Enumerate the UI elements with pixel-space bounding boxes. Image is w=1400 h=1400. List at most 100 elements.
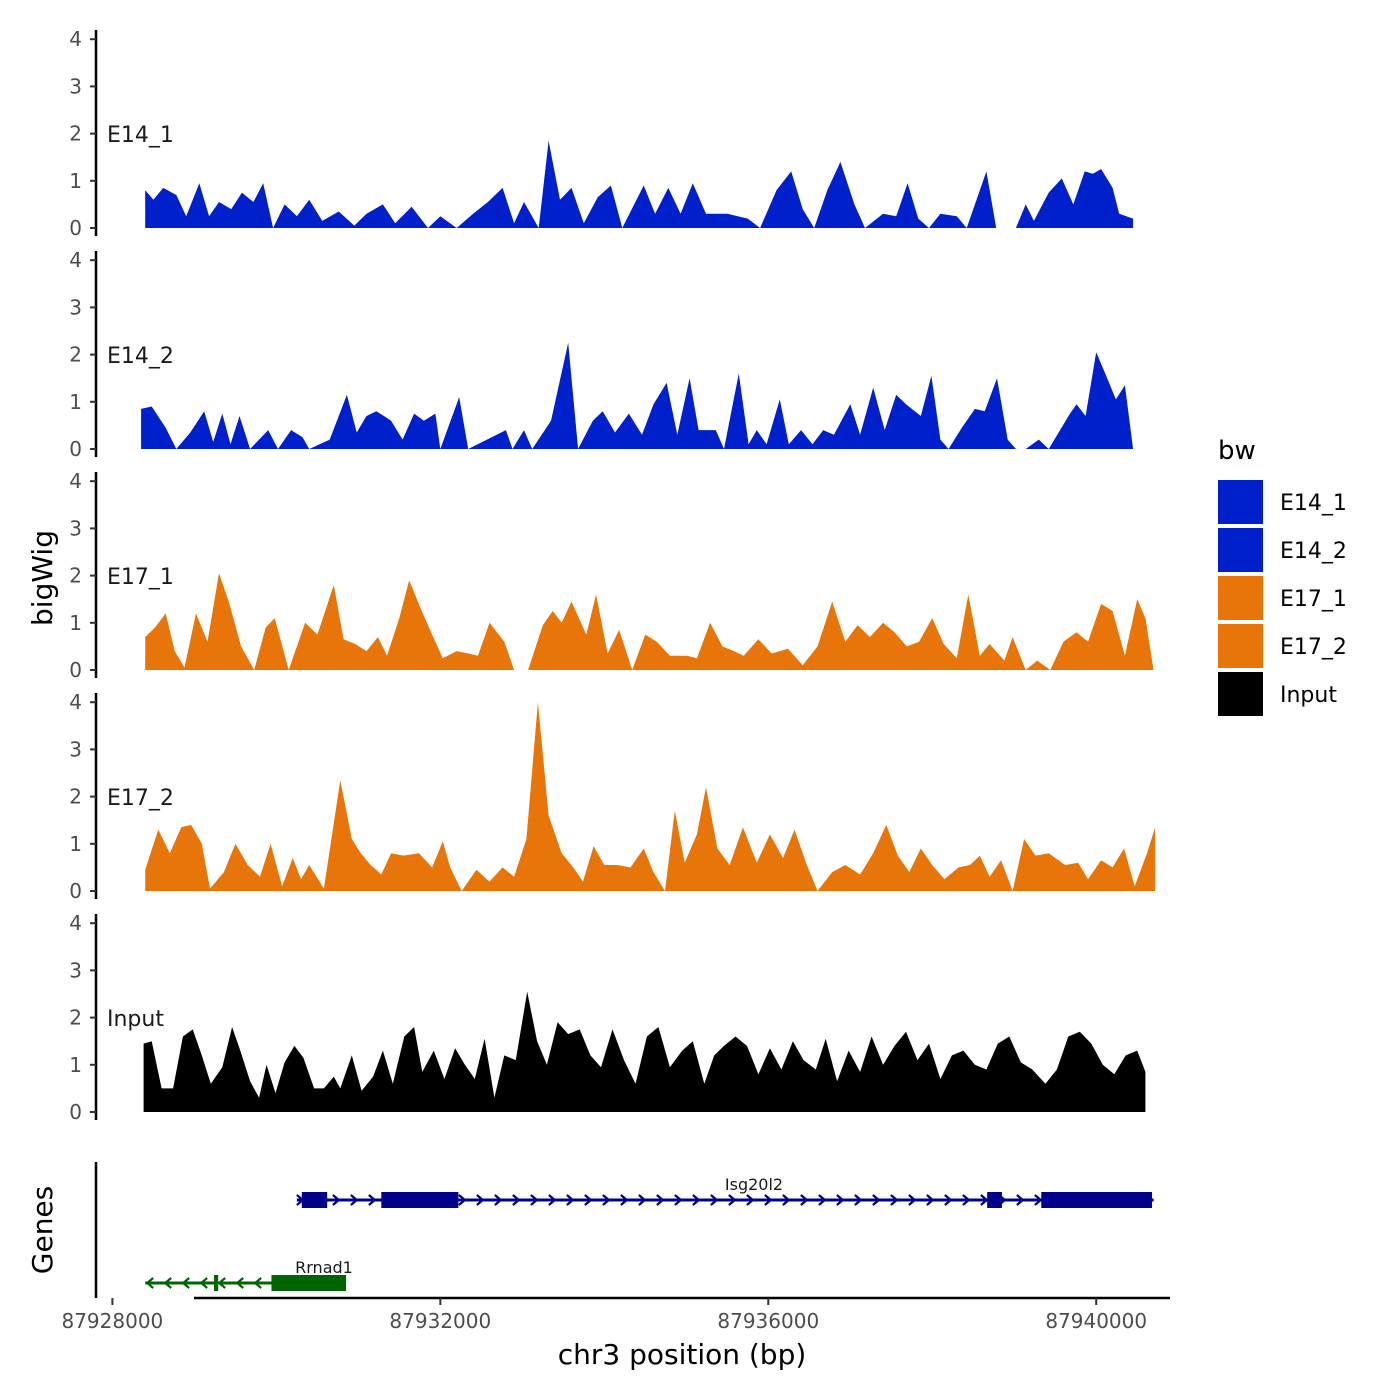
strand-arrow: [1034, 1194, 1043, 1206]
y-tick-label: 3: [69, 295, 82, 319]
track-E14_1: 0 1 2 3 4 E14_1: [69, 27, 1134, 240]
y-tick-label: 2: [69, 564, 82, 588]
strand-arrow: [818, 1194, 827, 1206]
y-tick-label: 1: [69, 1053, 82, 1077]
strand-arrow: [890, 1194, 899, 1206]
strand-arrow: [728, 1194, 737, 1206]
coverage-tracks: 0 1 2 3 4 E14_1 0 1 2 3 4 E14_2 0 1 2 3 4 E17_1 0 1 2 3 4 E17_2…: [69, 27, 1156, 1124]
strand-arrow: [764, 1194, 773, 1206]
strand-arrow: [368, 1194, 377, 1206]
strand-arrow: [674, 1194, 683, 1206]
track-Input: 0 1 2 3 4 Input: [69, 911, 1146, 1124]
strand-arrow: [926, 1194, 935, 1206]
facet-label: Input: [107, 1007, 164, 1032]
strand-arrow: [476, 1194, 485, 1206]
y-tick-label: 3: [69, 958, 82, 982]
strand-arrow: [908, 1194, 917, 1206]
y-tick-label: 2: [69, 785, 82, 809]
facet-label: E17_1: [107, 565, 174, 590]
y-tick-label: 1: [69, 169, 82, 193]
x-tick-label: 87932000: [389, 1309, 491, 1333]
legend-key-E17_2: [1218, 624, 1263, 668]
gene-label: Rrnad1: [295, 1258, 353, 1277]
coverage-area-E14_2: [141, 342, 1134, 449]
x-tick-label: 87940000: [1045, 1309, 1147, 1333]
gene-label: Isg20l2: [725, 1175, 783, 1194]
gene-Rrnad1: Rrnad1: [145, 1258, 353, 1291]
gene-panel: Isg20l2 Rrnad1: [94, 1162, 1154, 1298]
legend-label: E14_1: [1280, 491, 1347, 516]
gene-Isg20l2: Isg20l2: [296, 1175, 1154, 1208]
strand-arrow: [710, 1194, 719, 1206]
strand-arrow: [332, 1194, 341, 1206]
gene-exon: [301, 1192, 328, 1208]
y-tick-label: 0: [69, 216, 82, 240]
x-axis: 87928000 87932000 87936000 87940000: [61, 1296, 1170, 1333]
track-E17_2: 0 1 2 3 4 E17_2: [69, 690, 1156, 903]
y-tick-label: 2: [69, 1006, 82, 1030]
y-tick-label: 0: [69, 1100, 82, 1124]
strand-arrow: [1016, 1194, 1025, 1206]
strand-arrow: [548, 1194, 557, 1206]
strand-arrow: [458, 1194, 467, 1206]
strand-arrow: [584, 1194, 593, 1206]
strand-arrow: [566, 1194, 575, 1206]
strand-arrow: [217, 1277, 226, 1289]
legend-key-E14_1: [1218, 480, 1263, 524]
strand-arrow: [638, 1194, 647, 1206]
gene-exon: [381, 1192, 459, 1208]
y-tick-label: 4: [69, 911, 82, 935]
strand-arrow: [656, 1194, 665, 1206]
strand-arrow: [854, 1194, 863, 1206]
legend-key-E17_1: [1218, 576, 1263, 620]
y-tick-label: 3: [69, 737, 82, 761]
facet-label: E17_2: [107, 786, 174, 811]
gene-exon: [1041, 1192, 1152, 1208]
strand-arrow: [872, 1194, 881, 1206]
strand-arrow: [512, 1194, 521, 1206]
legend-label: Input: [1280, 683, 1337, 708]
x-axis-title: chr3 position (bp): [558, 1338, 807, 1371]
strand-arrow: [782, 1194, 791, 1206]
legend-label: E17_1: [1280, 587, 1347, 612]
track-E17_1: 0 1 2 3 4 E17_1: [69, 469, 1154, 682]
gene-exon: [987, 1192, 1002, 1208]
legend-key-E14_2: [1218, 528, 1263, 572]
strand-arrow: [944, 1194, 953, 1206]
strand-arrow: [746, 1194, 755, 1206]
strand-arrow: [350, 1194, 359, 1206]
y-tick-label: 1: [69, 832, 82, 856]
coverage-area-Input: [143, 991, 1146, 1112]
legend-title: bw: [1218, 436, 1256, 466]
y-tick-label: 1: [69, 611, 82, 635]
y-tick-label: 2: [69, 122, 82, 146]
track-E14_2: 0 1 2 3 4 E14_2: [69, 248, 1134, 461]
strand-arrow: [962, 1194, 971, 1206]
strand-arrow: [836, 1194, 845, 1206]
y-tick-label: 1: [69, 390, 82, 414]
legend: bw E14_1 E14_2 E17_1 E17_2 Input: [1218, 436, 1347, 716]
y-tick-label: 3: [69, 74, 82, 98]
y-tick-label: 0: [69, 437, 82, 461]
genes-axis-title: Genes: [26, 1186, 59, 1274]
y-tick-label: 3: [69, 516, 82, 540]
y-tick-label: 4: [69, 27, 82, 51]
strand-arrow: [253, 1277, 262, 1289]
y-tick-label: 2: [69, 343, 82, 367]
coverage-area-E17_1: [145, 573, 1154, 670]
facet-label: E14_2: [107, 344, 174, 369]
y-tick-label: 4: [69, 690, 82, 714]
y-tick-label: 0: [69, 658, 82, 682]
x-tick-label: 87936000: [717, 1309, 819, 1333]
strand-arrow: [800, 1194, 809, 1206]
legend-key-Input: [1218, 672, 1263, 716]
gene-exon: [271, 1275, 347, 1291]
legend-label: E14_2: [1280, 539, 1347, 564]
strand-arrow: [980, 1194, 989, 1206]
y-tick-label: 4: [69, 248, 82, 272]
strand-arrow: [692, 1194, 701, 1206]
legend-label: E17_2: [1280, 635, 1347, 660]
coverage-area-E17_2: [145, 702, 1156, 891]
strand-arrow: [163, 1277, 172, 1289]
